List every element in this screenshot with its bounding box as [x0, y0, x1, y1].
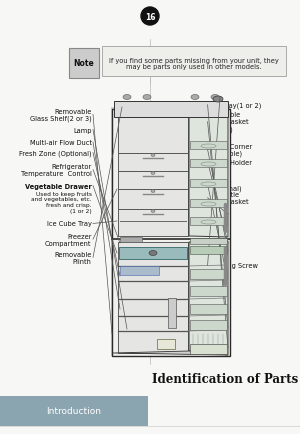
Ellipse shape	[151, 154, 155, 157]
Text: Bottle Holder: Bottle Holder	[208, 159, 253, 165]
Bar	[157, 339, 175, 349]
Bar	[112, 110, 230, 356]
Ellipse shape	[211, 95, 219, 100]
Text: Refrigerator
Temperature  Control: Refrigerator Temperature Control	[21, 164, 92, 177]
Ellipse shape	[151, 210, 155, 213]
Polygon shape	[189, 115, 228, 237]
Bar	[190, 238, 227, 244]
Text: Fresh Zone (Optional): Fresh Zone (Optional)	[19, 150, 92, 156]
Bar	[190, 160, 227, 168]
Bar	[190, 320, 227, 330]
Bar	[190, 247, 227, 254]
Bar	[120, 237, 142, 243]
Text: Vegetable Drawer: Vegetable Drawer	[25, 183, 92, 189]
Text: Multi-air Flow Duct: Multi-air Flow Duct	[29, 140, 92, 146]
Ellipse shape	[191, 95, 199, 100]
Text: 16: 16	[145, 13, 155, 21]
Text: Egg Tray(1 or 2): Egg Tray(1 or 2)	[208, 102, 262, 108]
Text: Removable
Glass Shelf(2 or 3): Removable Glass Shelf(2 or 3)	[30, 108, 92, 122]
FancyBboxPatch shape	[69, 49, 99, 79]
Text: Introduction: Introduction	[46, 407, 101, 415]
Ellipse shape	[143, 95, 151, 100]
Text: Ice Cube Tray: Ice Cube Tray	[46, 221, 92, 227]
FancyBboxPatch shape	[102, 47, 286, 77]
Text: Leveling Screw: Leveling Screw	[208, 263, 258, 269]
Bar	[190, 344, 227, 354]
Bar	[190, 270, 227, 279]
Bar	[119, 247, 187, 260]
Text: Utility Corner
(movable): Utility Corner (movable)	[208, 143, 253, 157]
Bar	[190, 286, 227, 296]
Bar	[0, 396, 148, 426]
Bar	[114, 102, 228, 118]
Text: 2 ℓ Bottle
Door Basket: 2 ℓ Bottle Door Basket	[208, 192, 249, 205]
Text: Identification of Parts: Identification of Parts	[152, 373, 298, 386]
Bar	[118, 118, 188, 237]
Bar	[190, 141, 227, 150]
Bar	[190, 217, 227, 226]
Text: Used to keep fruits
and vegetables, etc.
fresh and crisp.
(1 or 2): Used to keep fruits and vegetables, etc.…	[31, 191, 92, 214]
Circle shape	[141, 8, 159, 26]
Ellipse shape	[151, 190, 155, 193]
Bar	[118, 243, 188, 353]
Text: Removable
Plinth: Removable Plinth	[54, 251, 92, 264]
Text: Handle
(Optional): Handle (Optional)	[208, 178, 242, 192]
Bar	[111, 108, 231, 356]
Bar	[168, 298, 176, 328]
Polygon shape	[113, 351, 228, 355]
Ellipse shape	[151, 172, 155, 175]
Bar	[120, 266, 158, 275]
Bar	[190, 180, 227, 187]
Bar	[190, 200, 227, 207]
Text: If you find some parts missing from your unit, they
may be parts only used in ot: If you find some parts missing from your…	[109, 57, 279, 70]
Polygon shape	[189, 241, 228, 355]
Text: Freezer
Compartment: Freezer Compartment	[45, 233, 92, 246]
Ellipse shape	[123, 95, 131, 100]
Text: Note: Note	[74, 59, 94, 68]
Ellipse shape	[213, 97, 223, 103]
Ellipse shape	[149, 251, 157, 256]
Text: Lamp: Lamp	[73, 127, 92, 133]
Text: Rotatable
Door Basket
(3 or 5): Rotatable Door Basket (3 or 5)	[208, 112, 249, 133]
Bar	[190, 304, 227, 314]
